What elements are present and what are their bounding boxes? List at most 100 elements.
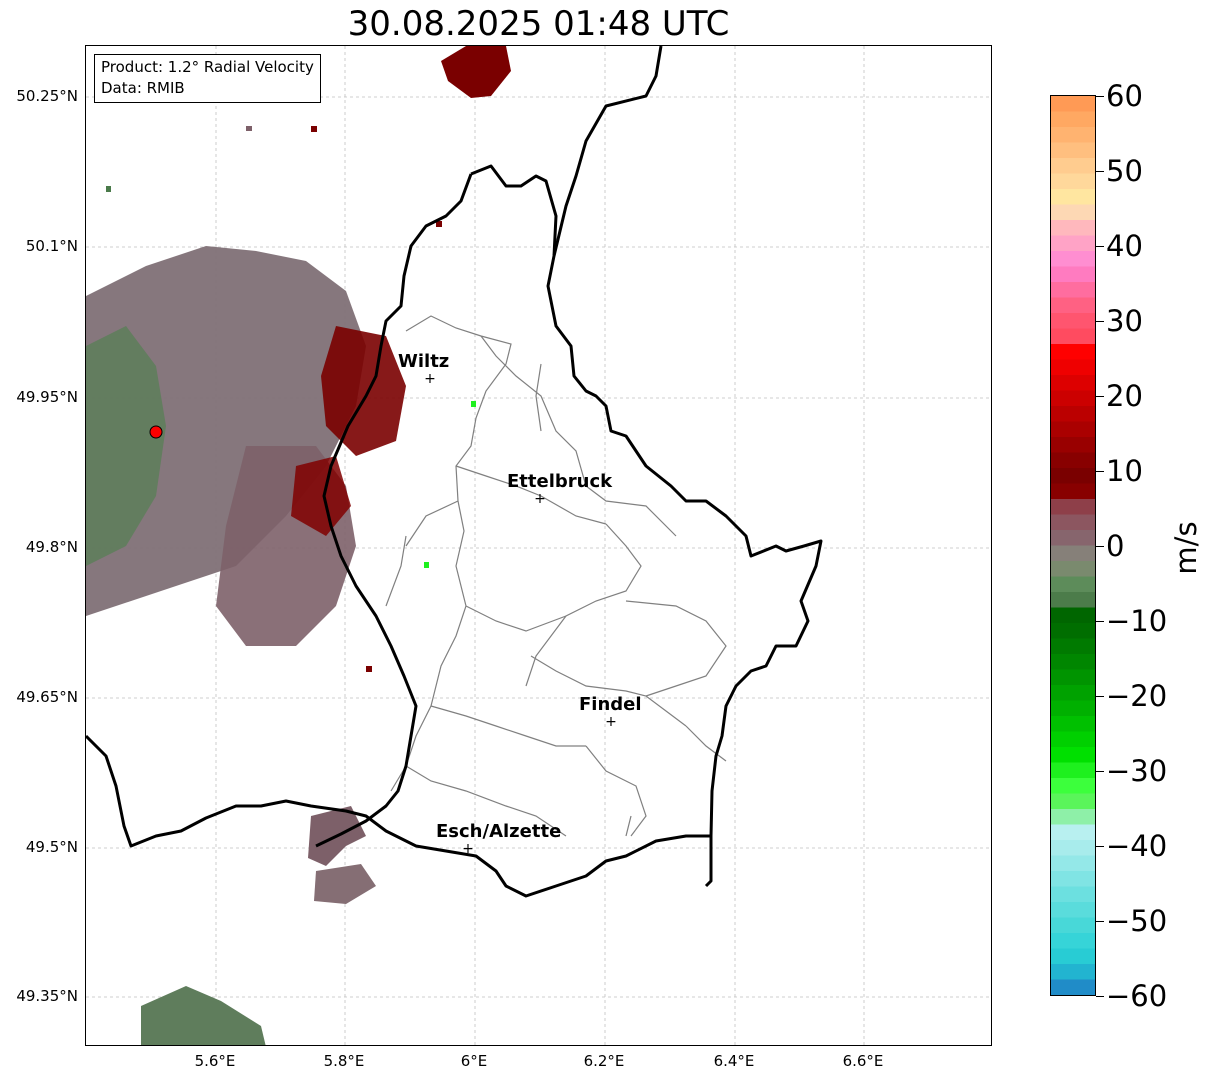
colorbar-segment [1051, 685, 1095, 702]
colorbar-tick-label: −50 [1106, 904, 1168, 938]
radar-echo-red-core [321, 326, 406, 456]
colorbar-segment [1051, 793, 1095, 810]
colorbar-tick-label: −10 [1106, 604, 1168, 638]
border-france [86, 734, 711, 898]
colorbar-segment [1051, 902, 1095, 919]
colorbar-segment [1051, 390, 1095, 407]
colorbar-segment [1051, 251, 1095, 268]
radar-pixel [311, 126, 317, 132]
colorbar-tick [1096, 921, 1104, 922]
colorbar-segment [1051, 917, 1095, 934]
colorbar-segment [1051, 375, 1095, 392]
colorbar-segment [1051, 886, 1095, 903]
colorbar-tick-label: 10 [1106, 454, 1143, 488]
colorbar-segment [1051, 421, 1095, 438]
colorbar-tick-label: 40 [1106, 229, 1143, 263]
colorbar-segment [1051, 235, 1095, 252]
city-label-findel: Findel [579, 694, 642, 715]
colorbar-segment [1051, 871, 1095, 888]
colorbar-segment [1051, 173, 1095, 190]
radar-echo-red-lower [291, 456, 351, 536]
lat-tick-label: 49.95°N [16, 388, 78, 406]
colorbar-segment [1051, 638, 1095, 655]
colorbar-tick-label: 50 [1106, 154, 1143, 188]
colorbar-segment [1051, 964, 1095, 981]
colorbar-segment [1051, 204, 1095, 221]
radar-site-marker [149, 425, 163, 439]
colorbar-segment [1051, 499, 1095, 516]
colorbar-segment [1051, 731, 1095, 748]
colorbar-tick-label: 0 [1106, 529, 1125, 563]
colorbar-tick [1096, 696, 1104, 697]
city-marker-esch-alzette: + [462, 841, 474, 857]
chart-title: 30.08.2025 01:48 UTC [347, 4, 730, 44]
radar-pixel [366, 666, 372, 672]
colorbar-tick [1096, 621, 1104, 622]
colorbar-segment [1051, 328, 1095, 345]
lat-tick-label: 50.25°N [16, 87, 78, 105]
colorbar-segment [1051, 592, 1095, 609]
colorbar-segment [1051, 933, 1095, 950]
colorbar-segment [1051, 762, 1095, 779]
colorbar-segment [1051, 747, 1095, 764]
colorbar-segment [1051, 282, 1095, 299]
country-borders [86, 46, 823, 898]
colorbar-segment [1051, 189, 1095, 206]
colorbar-segment [1051, 96, 1095, 113]
radar-echo-west-green [86, 326, 166, 566]
colorbar-segment [1051, 948, 1095, 965]
lon-tick-label: 5.8°E [323, 1052, 365, 1070]
colorbar-segment [1051, 561, 1095, 578]
city-label-wiltz: Wiltz [398, 351, 450, 372]
colorbar-segment [1051, 700, 1095, 717]
radar-echo-south-2 [314, 864, 376, 904]
city-marker-wiltz: + [424, 371, 436, 387]
product-label: Product: 1.2° Radial Velocity [101, 58, 314, 76]
colorbar-segment [1051, 158, 1095, 175]
colorbar-tick [1096, 171, 1104, 172]
colorbar-segment [1051, 654, 1095, 671]
radar-echo-bottom [141, 986, 266, 1045]
colorbar-tick-label: −20 [1106, 679, 1168, 713]
lon-tick-label: 5.6°E [194, 1052, 236, 1070]
colorbar-tick [1096, 321, 1104, 322]
colorbar-tick [1096, 96, 1104, 97]
colorbar-segment [1051, 359, 1095, 376]
colorbar-tick-label: −40 [1106, 829, 1168, 863]
colorbar-tick-label: 20 [1106, 379, 1143, 413]
colorbar-segment [1051, 111, 1095, 128]
colorbar-tick-label: 30 [1106, 304, 1143, 338]
lat-tick-label: 49.5°N [25, 838, 78, 856]
lon-tick-label: 6°E [460, 1052, 488, 1070]
colorbar-segment [1051, 855, 1095, 872]
colorbar-segment [1051, 344, 1095, 361]
border-germany-east [552, 46, 663, 257]
border-lux-belgium [470, 164, 823, 888]
colorbar-segment [1051, 824, 1095, 841]
radar-pixel [246, 126, 252, 131]
colorbar-segment [1051, 623, 1095, 640]
colorbar-segment [1051, 514, 1095, 531]
colorbar-segment [1051, 778, 1095, 795]
colorbar-segment [1051, 437, 1095, 454]
city-label-ettelbruck: Ettelbruck [507, 471, 613, 492]
colorbar-tick [1096, 471, 1104, 472]
colorbar-segment [1051, 142, 1095, 159]
product-info-box: Product: 1.2° Radial Velocity Data: RMIB [94, 54, 321, 103]
lat-tick-label: 49.35°N [16, 987, 78, 1005]
colorbar-tick [1096, 396, 1104, 397]
city-marker-findel: + [605, 714, 617, 730]
colorbar-tick [1096, 771, 1104, 772]
map-canvas [86, 46, 991, 1045]
colorbar-tick-label: 60 [1106, 79, 1143, 113]
radar-echoes [86, 46, 511, 1045]
colorbar-segment [1051, 716, 1095, 733]
lon-tick-label: 6.2°E [583, 1052, 625, 1070]
radar-pixel [436, 221, 442, 227]
data-source-label: Data: RMIB [101, 79, 185, 97]
colorbar-segment [1051, 468, 1095, 485]
radar-map[interactable]: Product: 1.2° Radial Velocity Data: RMIB… [85, 45, 992, 1046]
radar-pixel [106, 186, 111, 192]
colorbar-segment [1051, 406, 1095, 423]
border-west [315, 173, 473, 848]
